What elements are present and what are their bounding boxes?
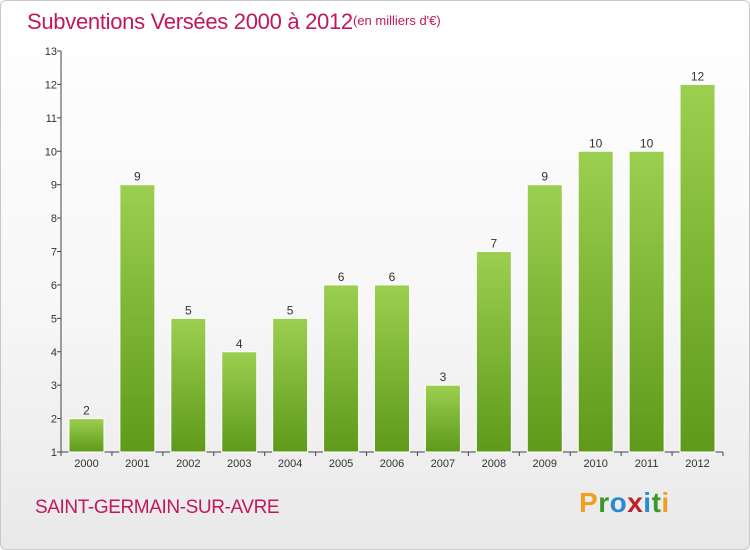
bar-2008 [475, 251, 512, 453]
value-label-2001: 9 [134, 170, 141, 184]
chart-title: Subventions Versées 2000 à 2012 [27, 9, 353, 34]
x-tick-label-2002: 2002 [176, 458, 200, 470]
x-tick-label-2006: 2006 [380, 458, 404, 470]
y-tick-label: 10 [45, 146, 57, 158]
bar-2003 [221, 351, 258, 453]
logo-letter: o [609, 487, 628, 518]
bar-2001 [119, 184, 156, 453]
bar-2002 [170, 317, 207, 453]
logo-letter: i [661, 487, 670, 518]
commune-name: SAINT-GERMAIN-SUR-AVRE [35, 497, 280, 518]
x-tick-label-2001: 2001 [125, 458, 149, 470]
value-label-2005: 6 [338, 270, 345, 284]
x-tick-label-2003: 2003 [227, 458, 251, 470]
y-tick-label: 5 [51, 313, 57, 325]
x-tick-label-2007: 2007 [431, 458, 455, 470]
bar-2007 [424, 384, 461, 453]
x-tick-label-2004: 2004 [278, 458, 302, 470]
proxiti-logo: Proxiti [579, 487, 670, 519]
y-tick-label: 3 [51, 380, 57, 392]
x-tick-label-2010: 2010 [583, 458, 607, 470]
bar-2009 [526, 184, 563, 453]
bar-2010 [577, 150, 614, 453]
value-label-2011: 10 [640, 136, 654, 150]
x-tick-label-2005: 2005 [329, 458, 353, 470]
logo-letter: t [651, 487, 662, 518]
logo-letter: P [579, 487, 599, 518]
y-tick-label: 13 [45, 46, 57, 58]
bar-2012 [679, 83, 716, 453]
value-label-2012: 12 [691, 69, 705, 83]
y-tick-label: 12 [45, 79, 57, 91]
x-tick-label-2011: 2011 [635, 458, 659, 470]
y-tick-label: 4 [51, 347, 57, 359]
x-tick-label-2012: 2012 [685, 458, 709, 470]
unit-note: (en milliers d'€) [353, 13, 441, 28]
value-label-2006: 6 [389, 270, 396, 284]
value-label-2002: 5 [185, 303, 192, 317]
logo-letter: r [598, 487, 610, 518]
chart-bars: 2 9 5 4 5 6 6 3 7 9 10 10 12 [68, 69, 716, 453]
value-label-2009: 9 [541, 170, 548, 184]
y-tick-label: 6 [51, 280, 57, 292]
bar-2011 [628, 150, 665, 453]
value-label-2003: 4 [236, 337, 243, 351]
bar-2000 [68, 418, 105, 453]
logo-letter: i [643, 487, 652, 518]
x-tick-label-2009: 2009 [533, 458, 557, 470]
bar-2006 [374, 284, 410, 453]
y-tick-label: 1 [51, 447, 57, 459]
x-tick-label-2008: 2008 [482, 458, 506, 470]
value-label-2004: 5 [287, 303, 294, 317]
logo-letter: x [627, 487, 644, 518]
value-label-2008: 7 [491, 237, 498, 251]
y-tick-label: 8 [51, 213, 57, 225]
y-tick-label: 7 [51, 247, 57, 259]
value-label-2010: 10 [589, 136, 603, 150]
y-tick-label: 11 [46, 113, 57, 125]
bar-2005 [323, 284, 360, 453]
y-tick-label: 9 [51, 180, 57, 192]
value-label-2000: 2 [83, 404, 90, 418]
bar-2004 [272, 317, 309, 453]
x-tick-label-2000: 2000 [74, 458, 98, 470]
value-label-2007: 3 [440, 370, 447, 384]
y-tick-label: 2 [51, 414, 57, 426]
